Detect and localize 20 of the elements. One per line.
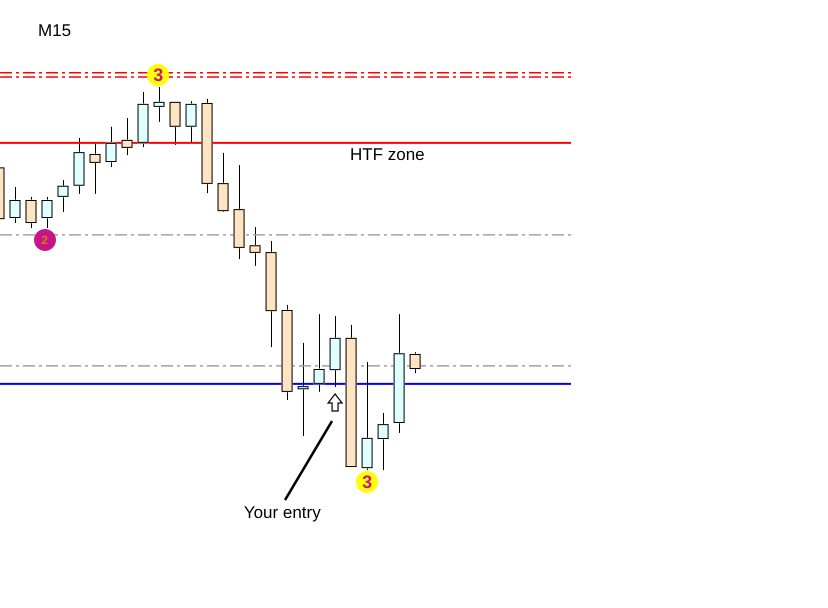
candlestick (89, 142, 101, 194)
candlestick (9, 186, 21, 224)
badge-circle: 2 (34, 229, 56, 252)
candlestick (121, 118, 133, 156)
ref-line-label: HTF zone (350, 145, 425, 164)
candlestick (105, 126, 117, 168)
candlestick (377, 412, 389, 471)
candlestick (185, 100, 197, 144)
candlestick (153, 86, 165, 122)
text: Your entry (242, 503, 322, 524)
chart-title: M15 (38, 21, 72, 40)
candlestick (409, 352, 421, 374)
candlestick (313, 314, 325, 392)
candlestick (25, 196, 37, 228)
candlestick (41, 196, 53, 228)
badge-circle: 3 (356, 470, 378, 493)
candlestick (249, 226, 261, 266)
badge-circle: 3 (147, 64, 170, 86)
candlestick (297, 342, 309, 436)
candlestick (57, 180, 69, 212)
